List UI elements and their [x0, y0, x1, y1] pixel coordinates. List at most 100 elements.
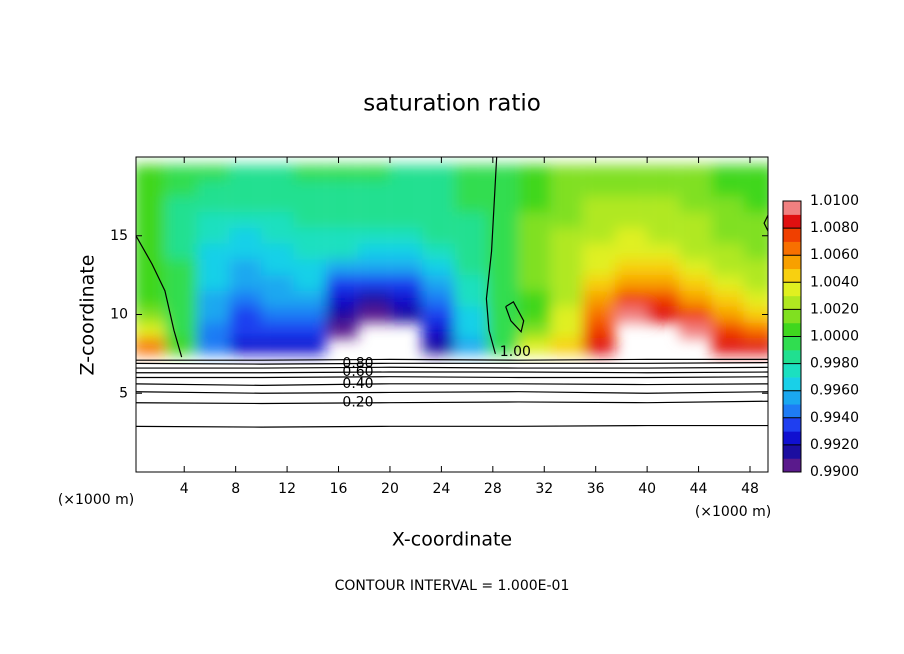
- field-cell: [164, 164, 198, 182]
- field-cell: [582, 243, 615, 260]
- field-cell: [550, 227, 583, 245]
- field-cell: [614, 227, 648, 245]
- field-cell: [197, 275, 230, 292]
- field-cell: [422, 259, 455, 276]
- field-cell: [743, 322, 768, 339]
- field-cell: [389, 212, 423, 229]
- field-cell: [293, 227, 326, 245]
- field-cell: [389, 180, 423, 197]
- field-cell: [164, 290, 198, 308]
- contour-line: [505, 301, 525, 334]
- field-cell: [325, 290, 358, 308]
- field-cell: [518, 243, 551, 260]
- x-tick-label: 16: [330, 481, 348, 497]
- field-cell: [582, 338, 615, 355]
- field-cell: [261, 306, 294, 323]
- field-cell: [711, 243, 744, 260]
- field-cell: [647, 259, 680, 276]
- field-cell: [454, 243, 487, 260]
- field-cell: [679, 322, 712, 339]
- field-cell: [136, 290, 165, 308]
- field-cell: [679, 227, 712, 245]
- field-cell: [743, 338, 768, 355]
- field-cell: [229, 306, 262, 323]
- field-cell: [647, 227, 680, 245]
- field-cell: [229, 164, 262, 182]
- field-cell: [582, 227, 615, 245]
- field-cell: [518, 164, 551, 182]
- field-cell: [454, 212, 487, 229]
- field-cell: [582, 290, 615, 308]
- y-axis-label: Z-coordinate: [77, 255, 99, 376]
- field-cell: [422, 275, 455, 292]
- field-cell: [325, 212, 358, 229]
- field-cell: [550, 338, 583, 355]
- field-cell: [486, 180, 519, 197]
- field-cell: [261, 196, 294, 213]
- colorbar-band: [783, 444, 801, 459]
- colorbar-band: [783, 241, 801, 256]
- field-cell: [422, 243, 455, 260]
- field-cell: [136, 180, 165, 197]
- field-cell: [164, 338, 198, 355]
- field-cell: [325, 180, 358, 197]
- y-tick-label: 15: [110, 228, 128, 244]
- colorbar-band: [783, 214, 801, 229]
- field-cell: [647, 275, 680, 292]
- field-cell: [647, 212, 680, 229]
- field-cell: [743, 227, 768, 245]
- field-cell: [197, 338, 230, 355]
- contour-line: [485, 157, 498, 355]
- field-cell: [582, 306, 615, 323]
- field-cell: [582, 180, 615, 197]
- field-cell: [293, 275, 326, 292]
- field-cell: [197, 164, 230, 182]
- field-cell: [486, 196, 519, 213]
- field-cell: [136, 259, 165, 276]
- field-cell: [136, 164, 165, 182]
- field-cell: [422, 180, 455, 197]
- field-cell: [486, 290, 519, 308]
- field-cell: [486, 306, 519, 323]
- field-cell: [357, 259, 390, 276]
- x-tick-label: 24: [432, 481, 450, 497]
- field-cell: [357, 212, 390, 229]
- field-cell: [164, 259, 198, 276]
- colorbar-label: 0.9920: [810, 437, 859, 453]
- field-cell: [518, 227, 551, 245]
- field-cell: [518, 212, 551, 229]
- field-cell: [550, 322, 583, 339]
- field-cell: [518, 290, 551, 308]
- field-cell: [743, 243, 768, 260]
- field-cell: [743, 180, 768, 197]
- field-cell: [422, 338, 455, 355]
- contour-label: 1.00: [500, 344, 531, 360]
- field-cell: [679, 212, 712, 229]
- field-cell: [647, 196, 680, 213]
- colorbar-band: [783, 309, 801, 324]
- field-cell: [389, 243, 423, 260]
- field-cell: [164, 180, 198, 197]
- field-cell: [679, 259, 712, 276]
- field-cell: [743, 275, 768, 292]
- colorbar-label: 1.0060: [810, 247, 859, 263]
- field-cell: [357, 227, 390, 245]
- field-cell: [293, 322, 326, 339]
- colorbar-label: 1.0040: [810, 274, 859, 290]
- field-cell: [357, 196, 390, 213]
- field-cell: [679, 306, 712, 323]
- contour-label: 0.20: [342, 395, 373, 411]
- field-cell: [261, 180, 294, 197]
- field-cell: [550, 259, 583, 276]
- field-cell: [164, 275, 198, 292]
- colorbar-label: 1.0000: [810, 329, 859, 345]
- field-cell: [261, 290, 294, 308]
- field-cell: [357, 306, 390, 323]
- field-cell: [261, 212, 294, 229]
- x-tick-label: 36: [587, 481, 605, 497]
- colorbar-band: [783, 431, 801, 446]
- field-cell: [164, 243, 198, 260]
- field-cell: [743, 306, 768, 323]
- contours: [136, 157, 768, 428]
